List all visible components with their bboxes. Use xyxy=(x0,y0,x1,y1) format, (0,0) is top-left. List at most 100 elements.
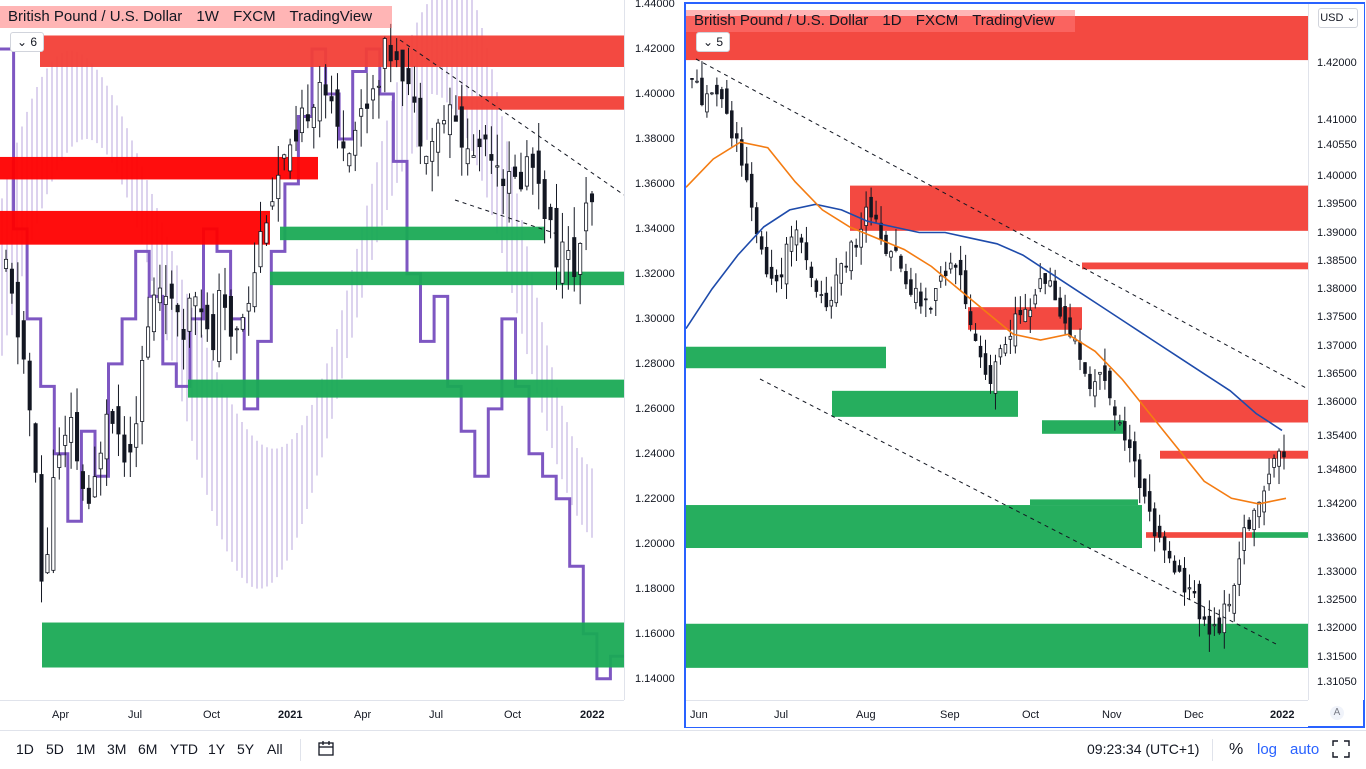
weekly-chart-plot[interactable]: British Pound / U.S. Dollar 1W FXCM Trad… xyxy=(0,0,624,700)
range-ytd[interactable]: YTD xyxy=(170,741,198,757)
weekly-source: FXCM xyxy=(233,8,276,25)
candle-body xyxy=(92,476,97,498)
weekly-indicator-badge[interactable]: ⌄ 6 xyxy=(10,32,45,52)
candle-body xyxy=(382,38,387,69)
weekly-chart-svg[interactable] xyxy=(0,0,624,700)
time-tick-label: Oct xyxy=(1022,709,1040,721)
candle-body xyxy=(288,144,293,172)
candle-body xyxy=(839,263,844,284)
daily-chart-svg[interactable] xyxy=(686,4,1308,700)
currency-select[interactable]: USD ⌄ xyxy=(1318,8,1358,28)
candle-body xyxy=(1212,624,1217,627)
price-tick-label: 1.39000 xyxy=(1317,226,1357,239)
daily-price-axis[interactable]: 1.42000 1.41000 1.40550 1.40000 1.39500 1.390… xyxy=(1308,4,1364,700)
candle-body xyxy=(1088,373,1092,390)
candle-body xyxy=(1142,478,1147,497)
candle-body xyxy=(507,171,512,194)
candle-body xyxy=(993,361,998,394)
candles-group xyxy=(3,23,595,603)
daily-chart-plot[interactable]: British Pound / U.S. Dollar 1D FXCM Trad… xyxy=(686,4,1308,700)
candle-body xyxy=(784,243,789,285)
candle-body xyxy=(501,178,506,187)
price-tick-label: 1.40550 xyxy=(1317,138,1357,151)
percent-toggle[interactable]: % xyxy=(1229,741,1244,758)
price-tick-label: 1.20000 xyxy=(635,537,675,550)
fullscreen-icon[interactable] xyxy=(1332,740,1350,758)
weekly-badge-count: 6 xyxy=(30,35,38,49)
candle-body xyxy=(116,406,121,435)
range-1d[interactable]: 1D xyxy=(16,741,34,757)
range-6m[interactable]: 6M xyxy=(138,741,158,757)
daily-time-axis[interactable]: Jun Jul Aug Sep Oct Nov Dec 2022 xyxy=(686,700,1308,727)
candle-body xyxy=(465,148,470,165)
candle-body xyxy=(799,237,804,243)
candle-body xyxy=(406,68,411,85)
candle-body xyxy=(169,283,174,299)
time-tick-label: Aug xyxy=(856,709,876,721)
range-1y[interactable]: 1Y xyxy=(208,741,226,757)
demand-zone xyxy=(1252,532,1308,538)
range-3m[interactable]: 3M xyxy=(107,741,127,757)
daily-indicator-badge[interactable]: ⌄ 5 xyxy=(696,32,731,52)
clock[interactable]: 09:23:34 (UTC+1) xyxy=(1087,741,1200,757)
candle-body xyxy=(359,108,364,117)
range-1m[interactable]: 1M xyxy=(76,741,96,757)
weekly-price-axis[interactable]: 1.44000 1.42000 1.40000 1.38000 1.36000 1.340… xyxy=(624,0,685,700)
demand-zone xyxy=(188,379,624,398)
range-5d[interactable]: 5D xyxy=(46,741,64,757)
range-5y[interactable]: 5Y xyxy=(237,741,255,757)
candle-body xyxy=(1063,306,1067,324)
candle-body xyxy=(311,106,316,128)
weekly-time-axis[interactable]: Apr Jul Oct 2021 Apr Jul Oct 2022 xyxy=(0,700,624,729)
candle-body xyxy=(1247,519,1251,530)
candle-body xyxy=(973,333,978,341)
candle-body xyxy=(110,411,115,424)
auto-scale-button[interactable]: A xyxy=(1330,706,1344,720)
candle-body xyxy=(1078,341,1082,360)
candle-body xyxy=(869,196,873,218)
candle-body xyxy=(453,115,458,122)
candle-body xyxy=(193,296,198,307)
supply-zone xyxy=(458,96,624,110)
candle-body xyxy=(909,279,913,295)
candle-body xyxy=(1108,370,1112,399)
candle-body xyxy=(1242,527,1246,551)
candle-body xyxy=(1098,371,1102,375)
price-tick-label: 1.42000 xyxy=(1317,56,1357,69)
candle-body xyxy=(769,266,774,279)
candle-body xyxy=(199,308,204,313)
candle-body xyxy=(1207,615,1212,635)
price-tick-label: 1.28000 xyxy=(635,357,675,370)
time-tick-label: Nov xyxy=(1102,709,1122,721)
candle-body xyxy=(157,287,162,304)
weekly-symbol: British Pound / U.S. Dollar xyxy=(8,8,183,25)
candle-body xyxy=(998,348,1003,358)
candle-body xyxy=(151,294,157,333)
log-toggle[interactable]: log xyxy=(1257,741,1278,758)
time-tick-label: Oct xyxy=(203,709,221,721)
date-range-icon[interactable] xyxy=(316,739,336,759)
price-tick-label: 1.40000 xyxy=(635,88,675,100)
candle-body xyxy=(859,228,863,248)
candle-body xyxy=(33,423,38,473)
time-tick-label: 2021 xyxy=(278,709,303,721)
demand-zone xyxy=(686,505,1142,549)
candle-body xyxy=(3,258,9,269)
daily-legend: British Pound / U.S. Dollar 1D FXCM Trad… xyxy=(686,10,1075,32)
candle-body xyxy=(1232,585,1237,614)
candle-body xyxy=(548,206,553,221)
trend-line xyxy=(454,199,561,236)
price-tick-label: 1.32000 xyxy=(1317,622,1357,635)
candle-body xyxy=(341,141,346,149)
candle-body xyxy=(929,307,933,310)
series-line xyxy=(686,203,1283,432)
time-tick-label: Oct xyxy=(504,709,522,721)
time-tick-label: Jul xyxy=(128,709,143,721)
weekly-brand: TradingView xyxy=(289,8,373,25)
range-all[interactable]: All xyxy=(267,741,283,757)
candle-body xyxy=(323,84,328,96)
candle-body xyxy=(764,246,769,275)
candle-body xyxy=(489,154,494,161)
auto-toggle[interactable]: auto xyxy=(1290,741,1320,758)
candle-body xyxy=(187,297,192,332)
